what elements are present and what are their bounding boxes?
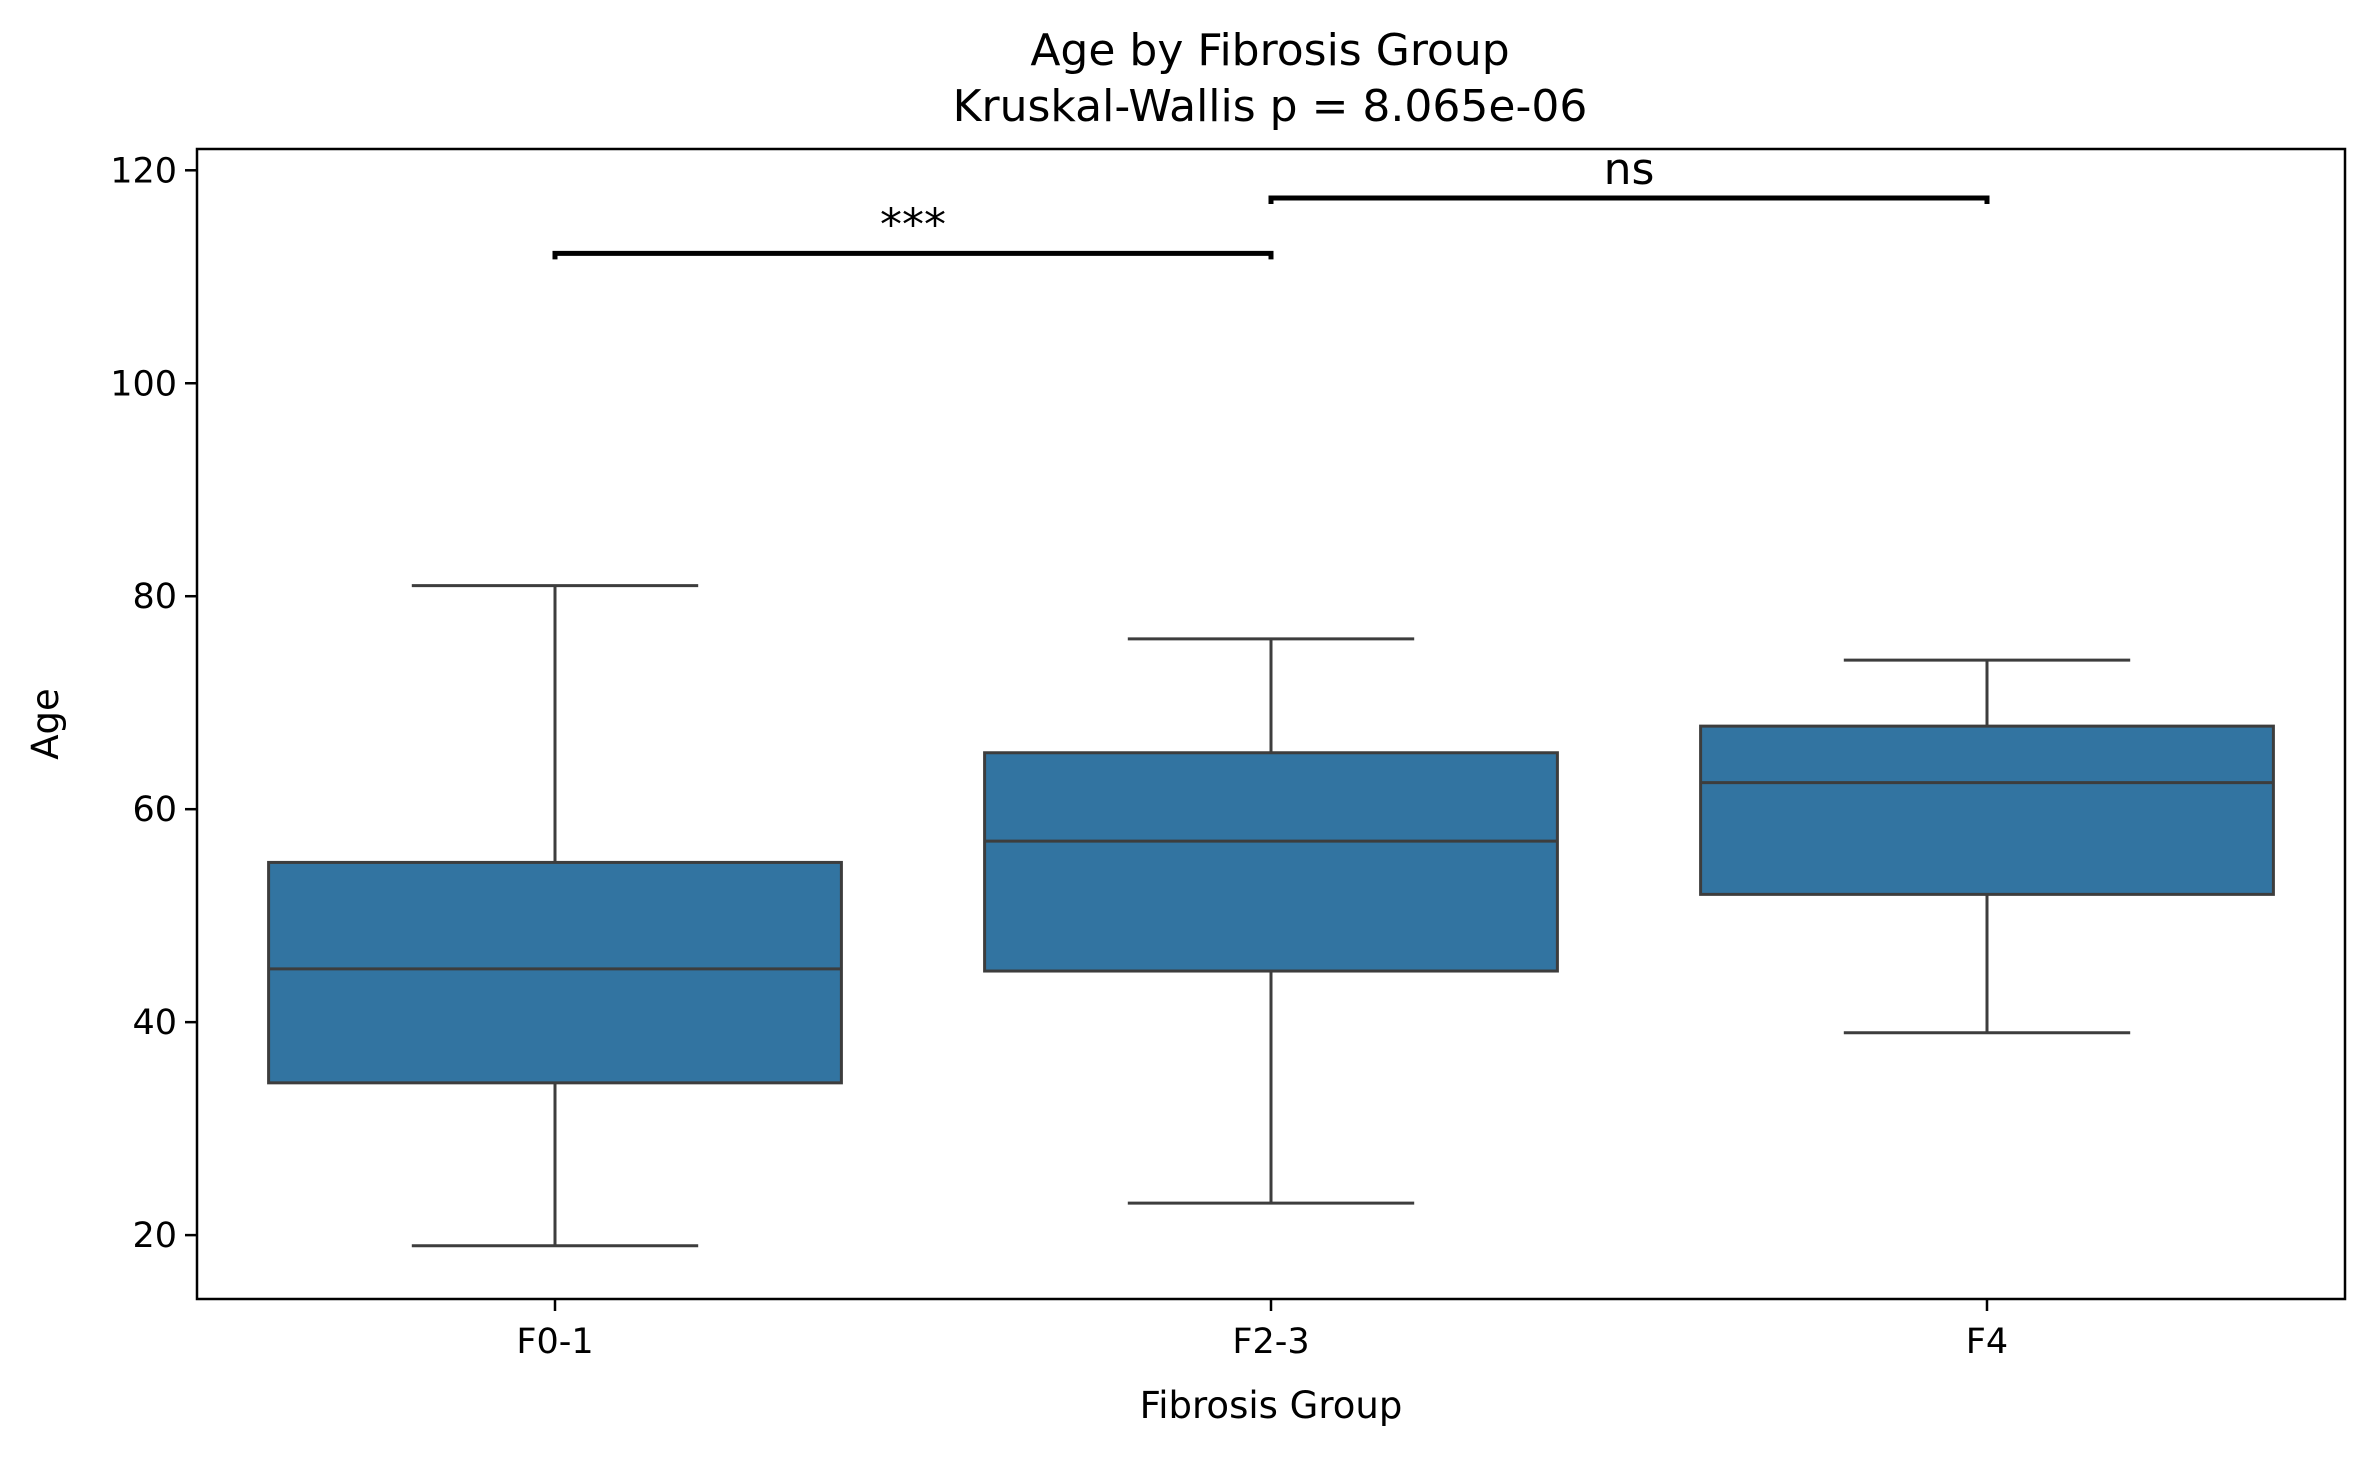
significance-label: *** (880, 199, 946, 250)
y-tick-label: 120 (110, 151, 177, 191)
y-axis-label: Age (24, 688, 67, 760)
box-group-f0-1 (267, 584, 843, 1248)
box-group-f2-3 (983, 637, 1559, 1205)
x-tick-label: F4 (1966, 1322, 2008, 1362)
y-tick-label: 80 (132, 577, 177, 617)
plot-area: *** ns (267, 144, 2275, 1248)
x-axis-label: Fibrosis Group (1140, 1384, 1403, 1427)
x-tick-label: F2-3 (1232, 1322, 1309, 1362)
chart-title: Age by Fibrosis Group (1030, 25, 1509, 76)
x-tick-label: F0-1 (516, 1322, 593, 1362)
y-tick-label: 100 (110, 364, 177, 404)
y-tick-label: 40 (132, 1003, 177, 1043)
significance-bracket: ns (1268, 144, 1990, 204)
bracket-line (552, 250, 1274, 260)
box-group-f4 (1699, 658, 2275, 1035)
chart-subtitle: Kruskal-Wallis p = 8.065e-06 (953, 81, 1588, 132)
bracket-line (1268, 195, 1990, 204)
y-tick-label: 60 (132, 790, 177, 830)
y-tick-label: 20 (132, 1216, 177, 1256)
iqr-box (1699, 724, 2275, 896)
iqr-box (983, 751, 1559, 973)
significance-bracket: *** (552, 199, 1274, 260)
iqr-box (267, 860, 843, 1085)
significance-label: ns (1604, 144, 1655, 195)
